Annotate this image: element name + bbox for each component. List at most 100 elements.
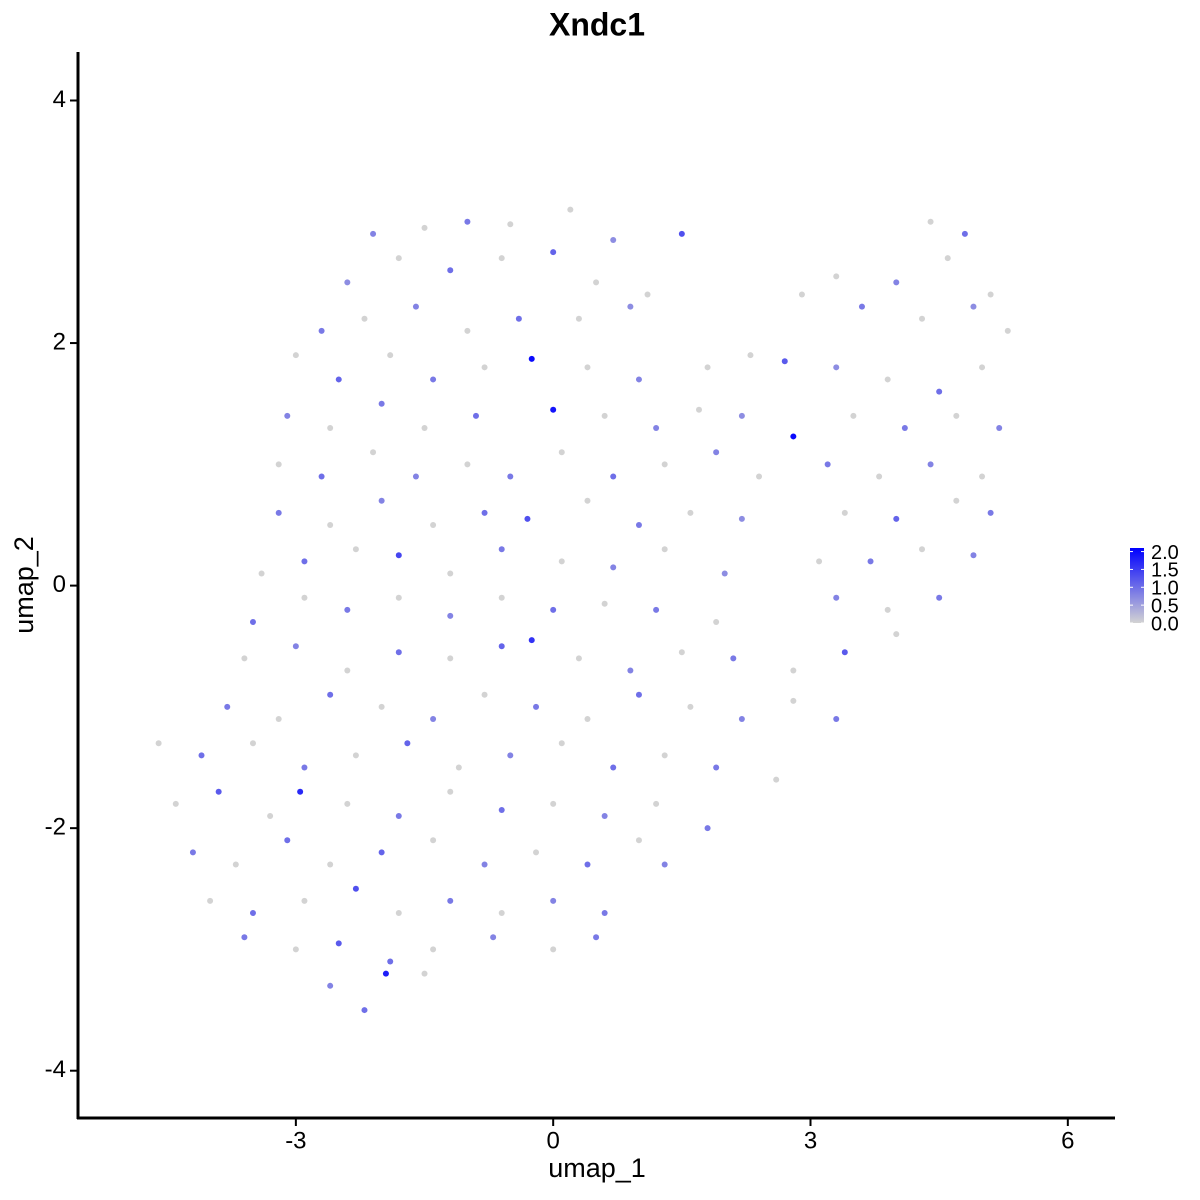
point <box>850 412 857 419</box>
point <box>678 230 685 237</box>
point <box>498 910 505 917</box>
x-tick-label: 0 <box>547 1127 560 1154</box>
colorbar-label: 0.5 <box>1151 595 1179 617</box>
point <box>567 206 574 213</box>
point <box>528 355 535 362</box>
point <box>370 230 377 237</box>
point <box>833 273 840 280</box>
point <box>412 473 419 480</box>
point <box>464 218 471 225</box>
point <box>352 885 359 892</box>
point <box>893 631 900 638</box>
point <box>533 849 540 856</box>
point <box>961 230 968 237</box>
point <box>653 606 660 613</box>
point <box>395 813 402 820</box>
point <box>378 400 385 407</box>
point <box>284 412 291 419</box>
point <box>884 376 891 383</box>
point <box>816 558 823 565</box>
point <box>558 449 565 456</box>
point <box>404 740 411 747</box>
point <box>430 521 437 528</box>
point <box>318 327 325 334</box>
point <box>275 461 282 468</box>
point <box>661 461 668 468</box>
point <box>370 449 377 456</box>
x-axis-title: umap_1 <box>548 1153 646 1183</box>
point <box>292 946 299 953</box>
point <box>884 606 891 613</box>
point <box>901 424 908 431</box>
point <box>558 740 565 747</box>
point <box>447 570 454 577</box>
point <box>781 358 788 365</box>
point <box>335 940 342 947</box>
point <box>627 303 634 310</box>
point <box>447 267 454 274</box>
point <box>550 606 557 613</box>
point <box>601 813 608 820</box>
point <box>936 388 943 395</box>
point <box>515 315 522 322</box>
point <box>378 849 385 856</box>
point <box>507 752 514 759</box>
point <box>601 910 608 917</box>
point <box>344 667 351 674</box>
point <box>198 752 205 759</box>
point <box>292 352 299 359</box>
point <box>653 800 660 807</box>
y-tick-label: -2 <box>45 813 66 840</box>
point <box>550 406 557 413</box>
point <box>550 249 557 256</box>
point <box>378 497 385 504</box>
x-tick-label: 3 <box>804 1127 817 1154</box>
point <box>558 558 565 565</box>
point <box>507 221 514 228</box>
point <box>258 570 265 577</box>
point <box>395 910 402 917</box>
y-tick-label: 0 <box>53 571 66 598</box>
point <box>224 703 231 710</box>
point <box>704 825 711 832</box>
point <box>172 800 179 807</box>
point <box>833 364 840 371</box>
point <box>713 449 720 456</box>
y-tick-label: 2 <box>53 328 66 355</box>
point <box>249 618 256 625</box>
point <box>327 861 334 868</box>
point <box>550 800 557 807</box>
point <box>893 279 900 286</box>
point <box>704 364 711 371</box>
point <box>610 236 617 243</box>
point <box>953 497 960 504</box>
point <box>267 813 274 820</box>
point <box>653 424 660 431</box>
point <box>395 594 402 601</box>
point <box>610 564 617 571</box>
point <box>327 424 334 431</box>
point <box>841 509 848 516</box>
point <box>730 655 737 662</box>
point <box>378 703 385 710</box>
point <box>292 643 299 650</box>
point <box>919 546 926 553</box>
point <box>1004 327 1011 334</box>
point <box>979 364 986 371</box>
point <box>301 764 308 771</box>
point <box>627 667 634 674</box>
point <box>421 970 428 977</box>
point <box>301 897 308 904</box>
colorbar-label: 1.0 <box>1151 578 1179 600</box>
point <box>987 291 994 298</box>
point <box>447 655 454 662</box>
point <box>678 649 685 656</box>
point <box>661 546 668 553</box>
colorbar <box>1130 548 1144 623</box>
point <box>207 897 214 904</box>
point <box>318 473 325 480</box>
point <box>297 788 304 795</box>
point <box>584 716 591 723</box>
point <box>361 315 368 322</box>
